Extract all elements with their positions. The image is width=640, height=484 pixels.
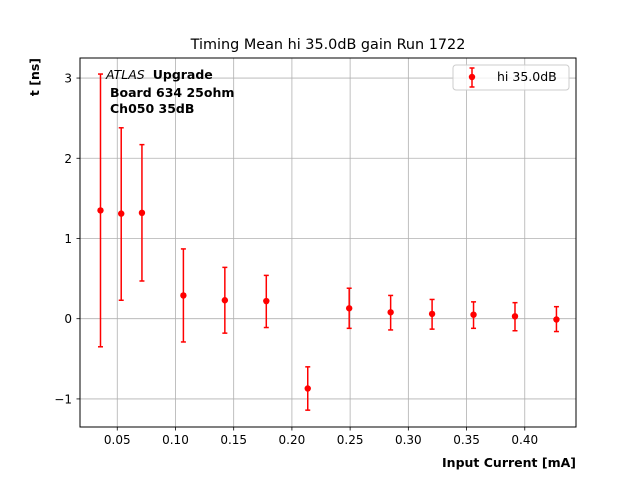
- data-point: [180, 292, 187, 299]
- y-axis-ticks: −1 0 1 2 3: [54, 72, 80, 406]
- y-tick-label: −1: [54, 392, 72, 406]
- x-tick-label: 0.35: [453, 433, 480, 447]
- legend-label: hi 35.0dB: [497, 69, 557, 84]
- data-point: [387, 309, 394, 316]
- legend-box: [452, 64, 570, 91]
- y-tick-label: 1: [64, 232, 72, 246]
- y-tick-label: 0: [64, 312, 72, 326]
- legend: hi 35.0dB: [452, 64, 570, 91]
- x-tick-label: 0.25: [337, 433, 364, 447]
- chart-title: Timing Mean hi 35.0dB gain Run 1722: [190, 37, 466, 53]
- data-point: [118, 210, 125, 217]
- data-point: [138, 209, 146, 217]
- data-point: [470, 311, 477, 318]
- svg-text:ATLAS Upgrade: ATLAS Upgrade: [105, 67, 213, 82]
- x-tick-label: 0.20: [279, 433, 306, 447]
- data-point: [304, 385, 311, 392]
- y-axis-label: t [ns]: [27, 58, 42, 96]
- x-tick-label: 0.30: [395, 433, 422, 447]
- data-point: [97, 207, 104, 214]
- grid-lines: [80, 58, 576, 427]
- data-point: [221, 297, 229, 304]
- data-point: [428, 310, 436, 318]
- plot-frame: [79, 57, 577, 428]
- x-tick-label: 0.40: [511, 433, 538, 447]
- annotation-board: Board 634 25ohm: [110, 85, 234, 100]
- x-tick-label: 0.10: [162, 433, 189, 447]
- data-point: [345, 305, 353, 312]
- atlas-label: ATLAS: [105, 67, 145, 82]
- data-point: [553, 316, 560, 323]
- data-point: [263, 297, 270, 305]
- x-tick-label: 0.15: [220, 433, 247, 447]
- data-points: [97, 207, 560, 392]
- atlas-annotation: ATLAS Upgrade Board 634 25ohm Ch050 35dB: [105, 67, 234, 116]
- y-tick-label: 3: [64, 72, 72, 86]
- x-axis-ticks: 0.05 0.10 0.15 0.20 0.25 0.30 0.35 0.40: [104, 427, 538, 447]
- annotation-channel: Ch050 35dB: [110, 101, 194, 116]
- y-tick-label: 2: [64, 152, 72, 166]
- x-tick-label: 0.05: [104, 433, 131, 447]
- data-point: [511, 313, 519, 320]
- x-axis-label: Input Current [mA]: [442, 455, 576, 470]
- upgrade-label: Upgrade: [153, 67, 213, 82]
- legend-marker-icon: [468, 73, 476, 81]
